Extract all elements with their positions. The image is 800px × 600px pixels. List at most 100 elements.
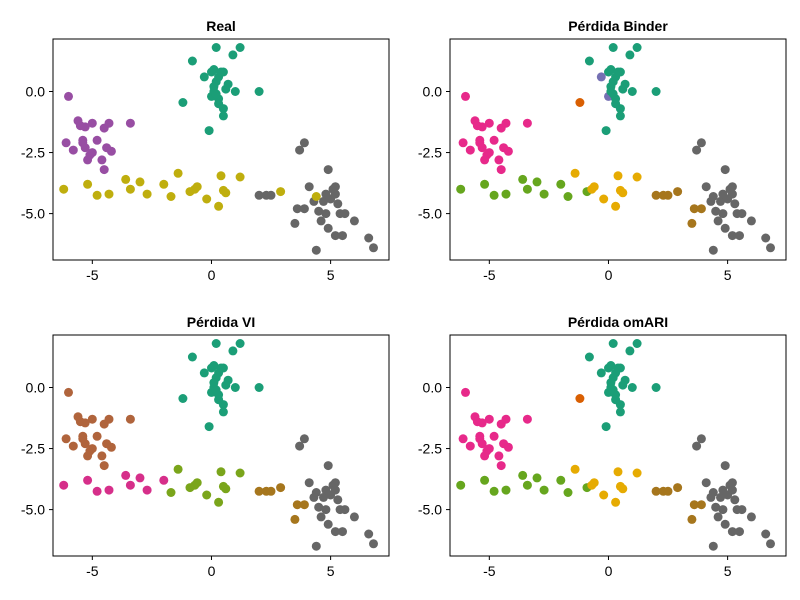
- panel-title: Pérdida VI: [187, 314, 255, 330]
- scatter-point: [106, 442, 116, 452]
- scatter-point: [235, 172, 245, 182]
- scatter-point: [299, 434, 309, 444]
- scatter-point: [730, 199, 740, 209]
- scatter-point: [596, 368, 606, 378]
- scatter-point: [692, 441, 702, 451]
- scatter-point: [599, 194, 609, 204]
- scatter-point: [477, 439, 487, 449]
- scatter-point: [304, 182, 314, 192]
- scatter-point: [663, 486, 673, 496]
- scatter-point: [254, 383, 264, 392]
- scatter-point: [64, 91, 73, 101]
- scatter-point: [615, 185, 625, 195]
- scatter-point: [340, 505, 350, 515]
- scatter-point: [290, 218, 300, 228]
- scatter-point: [651, 87, 661, 96]
- scatter-point: [159, 475, 169, 485]
- scatter-point: [321, 189, 331, 199]
- scatter-point: [556, 475, 566, 485]
- scatter-point: [606, 361, 616, 370]
- scatter-point: [216, 171, 226, 181]
- scatter-point: [218, 185, 228, 195]
- scatter-point: [696, 434, 706, 444]
- scatter-point: [718, 189, 728, 199]
- scatter-point: [632, 43, 642, 52]
- scatter-point: [230, 87, 240, 96]
- scatter-point: [461, 91, 470, 101]
- scatter-point: [735, 527, 744, 537]
- scatter-point: [221, 380, 231, 390]
- scatter-point: [708, 541, 718, 551]
- scatter-point: [92, 135, 102, 145]
- panel-title: Pérdida omARI: [568, 314, 668, 330]
- scatter-point: [254, 87, 264, 96]
- scatter-point: [340, 209, 350, 219]
- scatter-point: [211, 339, 221, 348]
- scatter-point: [613, 67, 623, 77]
- scatter-point: [125, 414, 135, 424]
- scatter-point: [321, 209, 331, 219]
- scatter-point: [766, 539, 775, 549]
- axes-frame: [52, 334, 390, 557]
- scatter-point: [651, 486, 661, 496]
- scatter-point: [484, 444, 494, 454]
- scatter-point: [718, 505, 728, 515]
- scatter-point: [489, 486, 499, 496]
- scatter-point: [311, 541, 321, 551]
- scatter-point: [99, 165, 109, 175]
- scatter-point: [480, 475, 490, 485]
- scatter-point: [323, 461, 333, 471]
- scatter-point: [606, 65, 616, 74]
- scatter-point: [615, 111, 625, 121]
- scatter-point: [104, 414, 114, 424]
- scatter-point: [539, 485, 549, 495]
- scatter-point: [323, 223, 333, 233]
- x-tick-label: 5: [327, 563, 335, 579]
- scatter-point: [727, 182, 737, 192]
- scatter-point: [613, 467, 623, 477]
- scatter-point: [687, 218, 697, 228]
- scatter-point: [465, 145, 475, 155]
- scatter-point: [295, 441, 305, 451]
- scatter-point: [746, 512, 756, 522]
- scatter-point: [292, 204, 302, 214]
- scatter-point: [173, 464, 183, 474]
- scatter-point: [104, 189, 114, 199]
- scatter-point: [589, 182, 599, 192]
- scatter-point: [687, 514, 697, 524]
- scatter-point: [727, 231, 737, 241]
- scatter-point: [673, 483, 683, 493]
- scatter-point: [311, 488, 321, 497]
- y-tick-label: 0.0: [423, 380, 443, 396]
- scatter-point: [304, 478, 314, 488]
- scatter-point: [625, 50, 635, 60]
- scatter-point: [228, 50, 238, 60]
- scatter-point: [338, 527, 347, 537]
- scatter-point: [570, 168, 580, 178]
- scatter-point: [121, 470, 131, 480]
- scatter-point: [596, 72, 606, 82]
- x-tick-label: -5: [86, 563, 99, 579]
- scatter-point: [501, 118, 511, 128]
- scatter-point: [539, 189, 549, 199]
- scatter-point: [80, 418, 90, 428]
- scatter-point: [651, 383, 661, 392]
- x-tick-label: -5: [483, 563, 496, 579]
- scatter-point: [314, 206, 324, 216]
- scatter-point: [501, 189, 511, 199]
- scatter-point: [204, 422, 214, 432]
- scatter-point: [228, 346, 238, 356]
- scatter-point: [330, 527, 340, 537]
- scatter-point: [92, 190, 102, 200]
- scatter-point: [166, 488, 176, 497]
- scatter-point: [333, 199, 343, 209]
- scatter-point: [64, 387, 73, 397]
- scatter-point: [532, 473, 542, 483]
- scatter-point: [299, 500, 309, 510]
- scatter-point: [716, 492, 725, 502]
- scatter-point: [477, 122, 487, 132]
- scatter-point: [518, 174, 528, 184]
- scatter-point: [99, 461, 109, 471]
- scatter-point: [364, 233, 374, 243]
- scatter-point: [522, 118, 532, 128]
